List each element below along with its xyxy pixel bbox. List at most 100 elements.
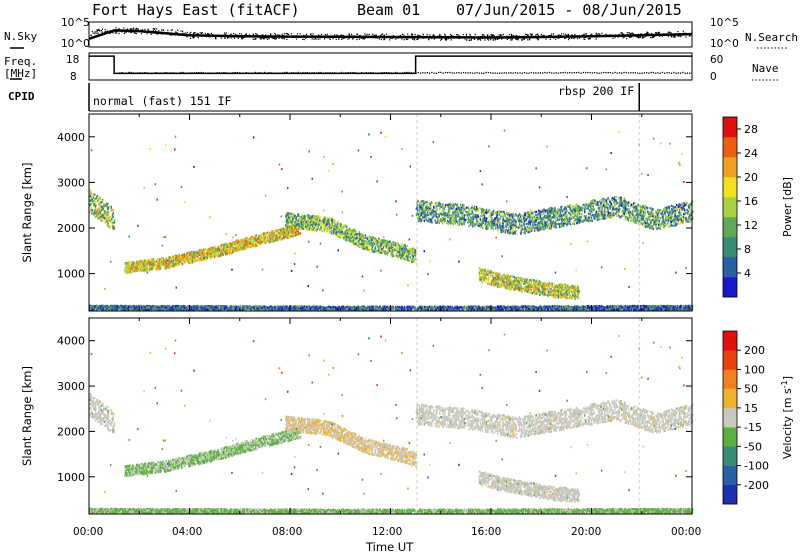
nsky-dot [257,35,259,37]
nsky-dot [114,29,116,31]
power-echo-cell [394,244,396,247]
nsky-dot [156,28,158,30]
nsky-dot [193,37,195,39]
power-echo-cell [292,224,295,227]
nave-dot [374,72,376,74]
power-echo-cell [229,252,231,255]
power-echo-cell [326,217,328,220]
nsky-dot [595,36,597,38]
nsky-dot [630,34,632,36]
nsky-dot [101,28,104,30]
power-echo-cell [373,250,375,253]
power-echo-cell [240,239,242,242]
power-echo-cell [137,267,139,270]
power-echo-cell [191,255,193,259]
nave-dot [627,72,630,74]
power-echo-cell [366,238,369,241]
nsky-dot [335,35,337,37]
power-echo-cell [260,242,263,246]
nave-dot [150,72,153,74]
nsky-dot [225,32,227,34]
power-echo-cell [177,261,179,264]
power-echo-cell [452,203,455,206]
power-echo-cell [567,220,569,223]
power-echo-cell [266,231,268,234]
nsky-dot [441,38,443,40]
power-echo-cell [89,204,91,207]
power-echo-cell [287,229,289,232]
nsky-dot [169,34,171,36]
nsky-dot [170,29,172,31]
nsky-dot [150,33,152,35]
power-echo-cell [252,237,254,240]
power-echo-cell [285,216,287,219]
power-echo-cell [273,239,275,242]
nsky-dot [241,37,244,39]
power-echo-cell [311,221,313,224]
nsky-dot [272,37,275,39]
power-echo-cell [309,214,311,218]
nsky-dot [311,34,313,37]
nave-dot [679,72,682,74]
power-echo-cell [549,218,551,221]
nsky-dot [591,35,594,37]
nsky-dot [152,29,154,31]
nsky-dot [525,37,527,39]
nsky-dot [567,35,569,37]
power-echo-cell [545,224,547,227]
nsky-dot [501,34,503,36]
power-echo-cell [389,240,391,243]
power-echo-cell [585,216,587,219]
power-echo-cell [230,243,232,246]
nsky-dot [414,37,416,39]
power-echo-cell [518,212,521,215]
power-echo-cell [581,220,583,223]
nave-dot [334,72,336,74]
nave-dot [318,71,320,74]
power-echo-cell [396,249,398,252]
nave-dot [367,72,370,74]
nsky-dot [531,35,533,37]
nsky-dot [685,36,687,38]
power-echo-cell [549,209,551,212]
nsky-dot [565,33,567,35]
power-echo-cell [297,228,299,231]
nsky-dot [159,31,161,33]
power-echo-cell [626,202,629,205]
nave-dot [587,71,589,74]
power-echo-cell [639,204,641,207]
nsky-dot [402,35,404,38]
nave-dot [277,72,279,74]
power-echo-cell [294,229,297,232]
power-echo-cell [316,226,318,229]
power-echo-cell [290,226,293,229]
power-echo-cell [113,221,116,224]
power-echo-cell [315,226,317,229]
power-echo-cell [385,243,387,246]
nave-dot [682,71,684,74]
power-echo-cell [497,229,499,232]
power-echo-cell [657,222,659,225]
power-echo-cell [200,252,202,255]
power-echo-cell [235,245,237,248]
power-echo-cell [473,215,476,218]
nsky-dot [224,34,226,36]
power-echo-cell [404,246,407,249]
power-echo-cell [282,231,285,234]
nsky-dot [431,36,433,38]
nave-dot [603,71,605,74]
nave-dot [315,72,318,74]
power-echo-cell [336,223,339,226]
nsky-dot [259,37,261,39]
power-echo-cell [338,235,341,238]
nsky-dot [453,36,455,38]
nsky-dot [583,34,585,37]
nsky-dot [344,35,346,37]
nsky-dot [207,32,209,35]
nsky-dot [241,35,243,37]
power-echo-cell [195,256,198,259]
power-echo-cell [324,228,326,231]
nsky-dot [123,32,125,34]
power-echo-cell [289,221,291,224]
power-echo-cell [107,217,109,220]
